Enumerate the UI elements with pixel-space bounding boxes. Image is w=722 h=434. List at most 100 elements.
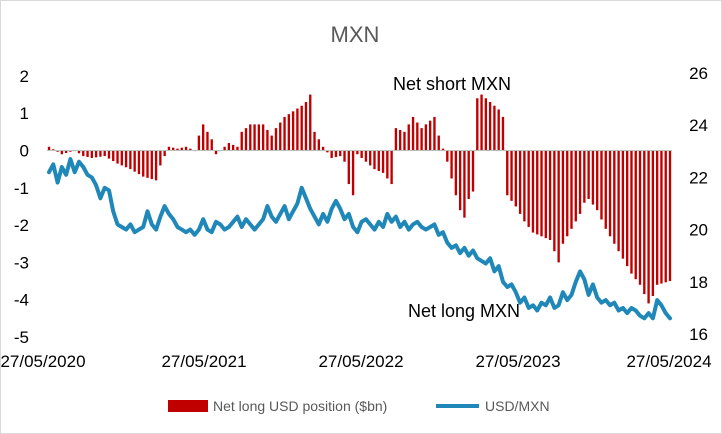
- bar-mark: [279, 122, 282, 151]
- bar-mark: [261, 124, 265, 151]
- annotation-net-long: Net long MXN: [408, 301, 520, 321]
- bar-mark: [501, 116, 505, 151]
- bar-mark: [604, 150, 607, 229]
- bar-mark: [540, 150, 543, 237]
- bar-mark: [184, 146, 188, 151]
- x-axis-ticks: 27/05/2020 27/05/2021 27/05/2022 27/05/2023…: [1, 352, 712, 371]
- bar-mark: [441, 148, 445, 151]
- right-tick-label: 22: [689, 168, 708, 187]
- bar-mark: [82, 150, 85, 157]
- bar-mark: [570, 150, 573, 229]
- annotation-net-short: Net short MXN: [393, 74, 511, 94]
- left-tick-label: 1: [20, 104, 29, 123]
- bar-mark: [47, 146, 51, 151]
- bar-mark: [291, 111, 295, 151]
- bar-mark: [458, 150, 462, 211]
- bar-mark: [77, 150, 81, 154]
- bar-mark: [390, 150, 393, 185]
- bar-mark: [450, 150, 453, 179]
- bar-mark: [317, 139, 320, 151]
- bar-mark: [120, 150, 123, 166]
- bar-mark: [112, 150, 115, 162]
- bar-mark: [553, 150, 556, 252]
- bar-mark: [231, 144, 235, 151]
- bar-mark: [446, 150, 449, 162]
- bar-mark: [287, 114, 291, 151]
- bar-mark: [351, 150, 355, 196]
- left-tick-label: -3: [14, 253, 29, 272]
- bar-mark: [330, 150, 333, 158]
- bar-mark: [566, 150, 569, 237]
- bar-mark: [420, 128, 423, 151]
- bar-mark: [309, 94, 312, 151]
- bar-mark: [347, 150, 350, 185]
- bar-mark: [129, 150, 132, 170]
- bar-mark: [428, 120, 432, 151]
- bar-mark: [506, 150, 509, 196]
- left-tick-label: 0: [20, 142, 29, 161]
- bar-mark: [386, 150, 389, 179]
- bar-mark: [561, 150, 565, 244]
- bar-mark: [343, 150, 346, 162]
- bar-mark: [583, 150, 586, 203]
- left-tick-label: -1: [14, 179, 29, 198]
- bar-mark: [493, 105, 496, 151]
- bar-mark: [90, 150, 94, 158]
- bar-mark: [471, 150, 475, 192]
- bar-mark: [557, 150, 560, 263]
- bar-mark: [527, 150, 530, 227]
- bar-mark: [116, 150, 119, 164]
- bar-mark: [244, 128, 248, 151]
- bar-mark: [313, 131, 316, 151]
- bar-mark: [544, 150, 547, 239]
- legend: Net long USD position ($bn) USD/MXN: [168, 398, 550, 414]
- bar-mark: [655, 150, 659, 285]
- bar-mark: [86, 150, 89, 158]
- bar-mark: [399, 129, 402, 151]
- bar-mark: [253, 124, 256, 151]
- bar-mark: [630, 150, 633, 274]
- bar-mark: [514, 150, 517, 207]
- bar-mark: [64, 150, 68, 153]
- bar-mark: [107, 150, 111, 159]
- bar-mark: [578, 150, 582, 214]
- bar-mark: [377, 150, 380, 172]
- bar-mark: [488, 102, 492, 151]
- bar-mark: [227, 143, 231, 151]
- bar-mark: [159, 150, 162, 166]
- x-tick-label: 27/05/2020: [1, 352, 86, 371]
- bar-mark: [621, 150, 625, 259]
- bar-mark: [257, 124, 261, 151]
- bar-mark: [651, 150, 655, 296]
- bar-mark: [356, 150, 359, 155]
- bar-mark: [407, 124, 410, 151]
- bar-mark: [189, 148, 192, 151]
- bar-mark: [600, 150, 603, 220]
- bar-mark: [283, 116, 286, 151]
- bar-mark: [643, 150, 646, 295]
- bar-mark: [197, 135, 201, 151]
- bar-mark: [437, 135, 440, 151]
- bar-mark: [664, 150, 667, 283]
- x-tick-label: 27/05/2021: [161, 352, 246, 371]
- bar-mark: [476, 98, 479, 151]
- bar-mark: [176, 148, 179, 151]
- right-tick-label: 20: [689, 221, 708, 240]
- bar-mark: [574, 150, 577, 222]
- bar-series: [47, 94, 672, 304]
- legend-label-bar: Net long USD position ($bn): [213, 398, 387, 414]
- bar-mark: [296, 108, 299, 151]
- bar-mark: [634, 150, 637, 280]
- bar-mark: [369, 150, 372, 166]
- bar-mark: [133, 150, 136, 172]
- bar-mark: [518, 150, 522, 214]
- right-axis-ticks: 26 24 22 20 18 16: [689, 64, 708, 344]
- bar-mark: [69, 150, 72, 152]
- bar-mark: [249, 124, 252, 151]
- bar-mark: [270, 135, 273, 151]
- bar-mark: [548, 150, 552, 241]
- bar-mark: [334, 150, 338, 158]
- bar-mark: [497, 109, 500, 151]
- bar-mark: [424, 124, 428, 151]
- bar-mark: [60, 150, 64, 155]
